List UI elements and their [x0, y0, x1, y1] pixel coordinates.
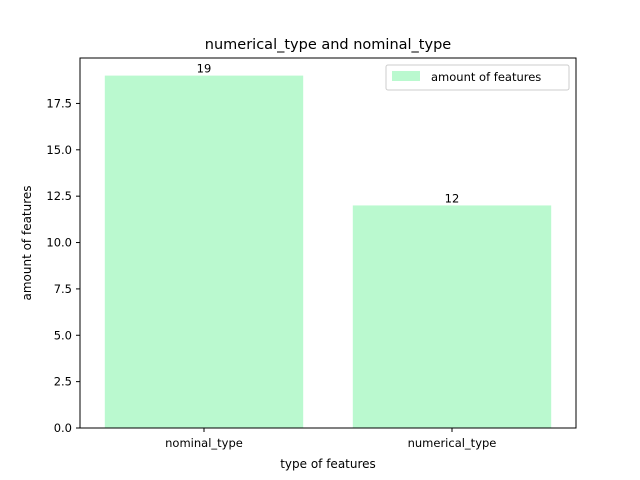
y-tick-label: 2.5 [54, 375, 72, 389]
chart-title: numerical_type and nominal_type [205, 37, 451, 53]
x-tick-label-nominal_type: nominal_type [165, 436, 243, 450]
y-tick-label: 7.5 [54, 282, 72, 296]
x-axis-label: type of features [280, 457, 376, 471]
legend: amount of features [385, 64, 570, 91]
y-tick-label: 12.5 [46, 189, 72, 203]
y-tick-label: 17.5 [46, 96, 72, 110]
legend-box [385, 64, 570, 91]
y-tick-label: 0.0 [54, 421, 72, 435]
x-axis-ticks: nominal_type numerical_type [165, 428, 496, 450]
bars [104, 75, 552, 428]
y-axis-ticks: 0.0 2.5 5.0 7.5 10.0 12.5 15.0 17.5 [46, 96, 80, 435]
plot-frame [79, 57, 577, 429]
legend-swatch [392, 71, 420, 81]
y-tick-label: 5.0 [54, 328, 72, 342]
y-axis-label: amount of features [20, 185, 34, 300]
legend-label: amount of features [431, 70, 541, 84]
y-tick-label: 15.0 [46, 143, 72, 157]
x-tick-label-numerical_type: numerical_type [408, 436, 497, 450]
data-label-numerical_type: 12 [445, 191, 460, 205]
bar-numerical_type [352, 205, 552, 428]
bar-nominal_type [104, 75, 304, 428]
data-label-nominal_type: 19 [197, 62, 212, 76]
y-tick-label: 10.0 [46, 236, 72, 250]
